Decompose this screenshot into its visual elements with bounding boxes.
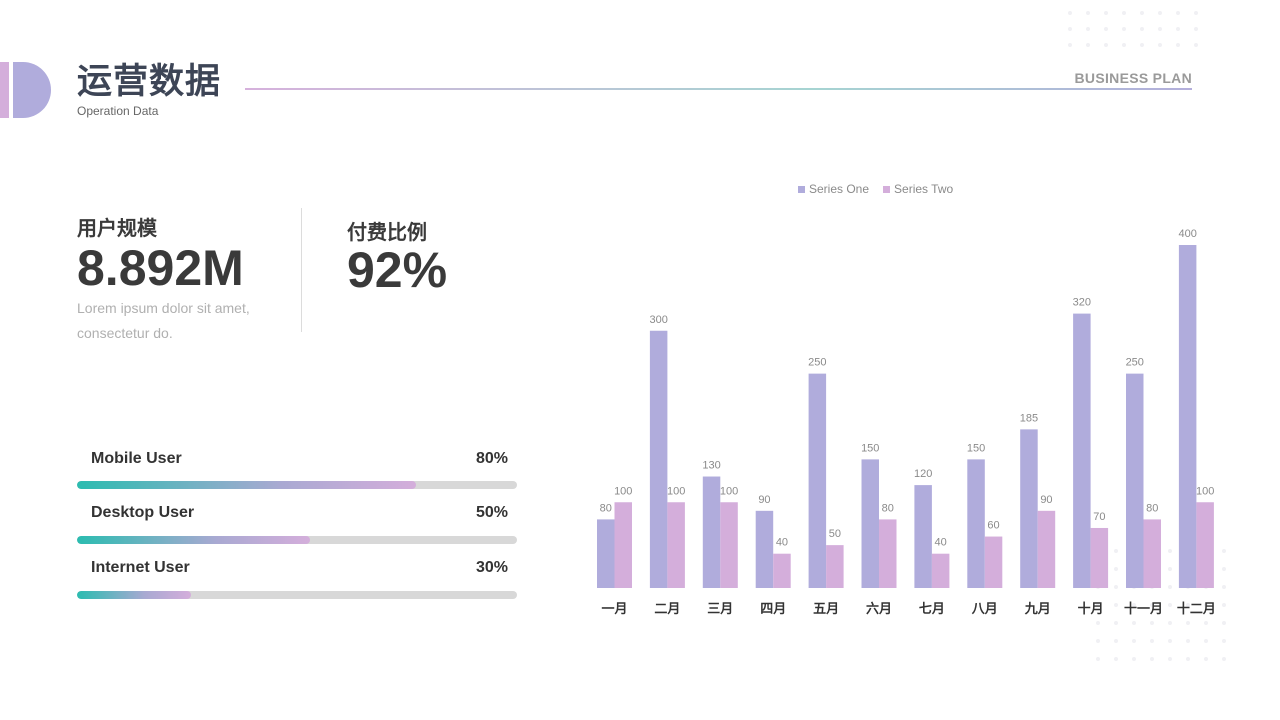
- x-tick-label-8: 八月: [971, 602, 998, 617]
- bar-series-one-1: [597, 519, 615, 588]
- data-label-series-one-11: 250: [1126, 357, 1144, 369]
- data-label-series-two-6: 80: [882, 502, 894, 514]
- data-label-series-two-4: 40: [776, 537, 788, 549]
- bar-series-two-11: [1143, 519, 1161, 588]
- kpi-divider: [301, 208, 302, 332]
- bar-series-one-11: [1126, 373, 1144, 588]
- x-tick-label-6: 六月: [866, 601, 892, 617]
- bar-series-one-6: [861, 459, 879, 588]
- x-tick-label-5: 五月: [813, 602, 839, 617]
- legend-swatch-series-two: [883, 185, 891, 193]
- bar-series-two-12: [1196, 502, 1214, 588]
- bar-series-two-6: [879, 519, 897, 588]
- data-label-series-one-6: 150: [861, 442, 879, 454]
- bar-series-two-3: [720, 502, 738, 588]
- bar-chart: 80100一月300100二月130100三月9040四月25050五月1508…: [597, 228, 1216, 617]
- progress-mobile-label: Mobile User: [91, 450, 182, 467]
- bar-series-two-5: [826, 545, 844, 588]
- data-label-series-one-12: 400: [1178, 228, 1196, 240]
- bar-series-one-8: [967, 459, 985, 588]
- bar-series-one-4: [755, 510, 774, 588]
- data-label-series-two-9: 90: [1040, 494, 1052, 506]
- bar-series-one-5: [808, 373, 827, 588]
- x-tick-label-4: 四月: [760, 602, 786, 617]
- chart-legend: Series One Series Two: [798, 182, 953, 196]
- progress-mobile-track: [77, 481, 517, 489]
- data-label-series-two-7: 40: [935, 537, 947, 549]
- data-label-series-two-11: 80: [1146, 502, 1158, 514]
- x-tick-label-7: 七月: [919, 602, 945, 617]
- bar-series-one-3: [702, 476, 721, 588]
- legend-item-series-two: Series Two: [883, 182, 953, 196]
- bar-series-two-10: [1090, 527, 1109, 588]
- bar-series-two-2: [667, 502, 685, 588]
- progress-internet-track: [77, 591, 517, 599]
- x-tick-label-10: 十月: [1078, 601, 1104, 617]
- data-label-series-one-8: 150: [967, 442, 985, 454]
- page-title: 运营数据: [77, 62, 222, 101]
- progress-mobile-fill: [77, 481, 416, 489]
- data-label-series-one-2: 300: [649, 314, 667, 326]
- kpi-users-label: 用户规模: [77, 218, 157, 240]
- x-tick-label-9: 九月: [1024, 602, 1051, 617]
- legend-label-series-one: Series One: [809, 182, 870, 196]
- bar-series-two-8: [984, 536, 1003, 588]
- data-label-series-one-10: 320: [1073, 297, 1091, 309]
- x-tick-label-2: 二月: [654, 602, 680, 617]
- progress-internet-label: Internet User: [91, 559, 190, 576]
- dot-pattern-top: [1068, 11, 1198, 47]
- data-label-series-one-9: 185: [1020, 412, 1038, 424]
- progress-internet-fill: [77, 591, 192, 599]
- bar-series-one-12: [1178, 245, 1197, 588]
- legend-swatch-series-one: [798, 185, 805, 193]
- header-divider: [245, 88, 1192, 90]
- progress-internet-percent: 30%: [475, 559, 508, 576]
- x-tick-label-1: 一月: [601, 602, 627, 617]
- kpi-users-value: 8.892M: [77, 240, 244, 296]
- progress-desktop-fill: [77, 536, 311, 544]
- bar-series-one-7: [914, 485, 932, 588]
- data-label-series-two-2: 100: [667, 485, 685, 497]
- x-tick-label-11: 十一月: [1124, 601, 1163, 617]
- data-label-series-one-7: 120: [914, 468, 932, 480]
- bar-series-one-10: [1073, 313, 1091, 588]
- legend-label-series-two: Series Two: [894, 182, 954, 196]
- progress-desktop-track: [77, 536, 517, 544]
- logo-halfcircle-shape: [13, 62, 51, 118]
- bar-series-one-9: [1020, 429, 1038, 588]
- bar-series-two-9: [1037, 510, 1056, 588]
- data-label-series-two-10: 70: [1093, 511, 1105, 523]
- data-label-series-one-3: 130: [702, 460, 720, 472]
- logo-bar-shape: [0, 62, 9, 118]
- data-label-series-two-12: 100: [1196, 485, 1214, 497]
- bar-series-two-7: [931, 553, 950, 588]
- bar-series-two-4: [773, 553, 791, 588]
- legend-item-series-one: Series One: [798, 182, 869, 196]
- data-label-series-two-1: 100: [614, 485, 632, 497]
- page-subtitle: Operation Data: [77, 104, 159, 118]
- progress-desktop-label: Desktop User: [91, 504, 195, 521]
- data-label-series-two-8: 60: [987, 520, 999, 532]
- data-label-series-two-5: 50: [829, 528, 841, 540]
- data-label-series-one-5: 250: [808, 357, 826, 369]
- data-label-series-two-3: 100: [720, 485, 738, 497]
- business-plan-label: BUSINESS PLAN: [1074, 70, 1192, 86]
- bar-series-one-2: [649, 330, 668, 588]
- kpi-paid-label: 付费比例: [347, 222, 427, 244]
- bar-series-two-1: [614, 502, 632, 588]
- data-label-series-one-1: 80: [600, 502, 612, 514]
- x-tick-label-3: 三月: [707, 602, 733, 617]
- progress-desktop-percent: 50%: [475, 504, 508, 521]
- x-tick-label-12: 十二月: [1177, 601, 1216, 617]
- data-label-series-one-4: 90: [758, 494, 770, 506]
- kpi-users-description: Lorem ipsum dolor sit amet, consectetur …: [77, 300, 250, 341]
- progress-mobile-percent: 80%: [475, 450, 508, 467]
- kpi-paid-value: 92%: [347, 242, 448, 298]
